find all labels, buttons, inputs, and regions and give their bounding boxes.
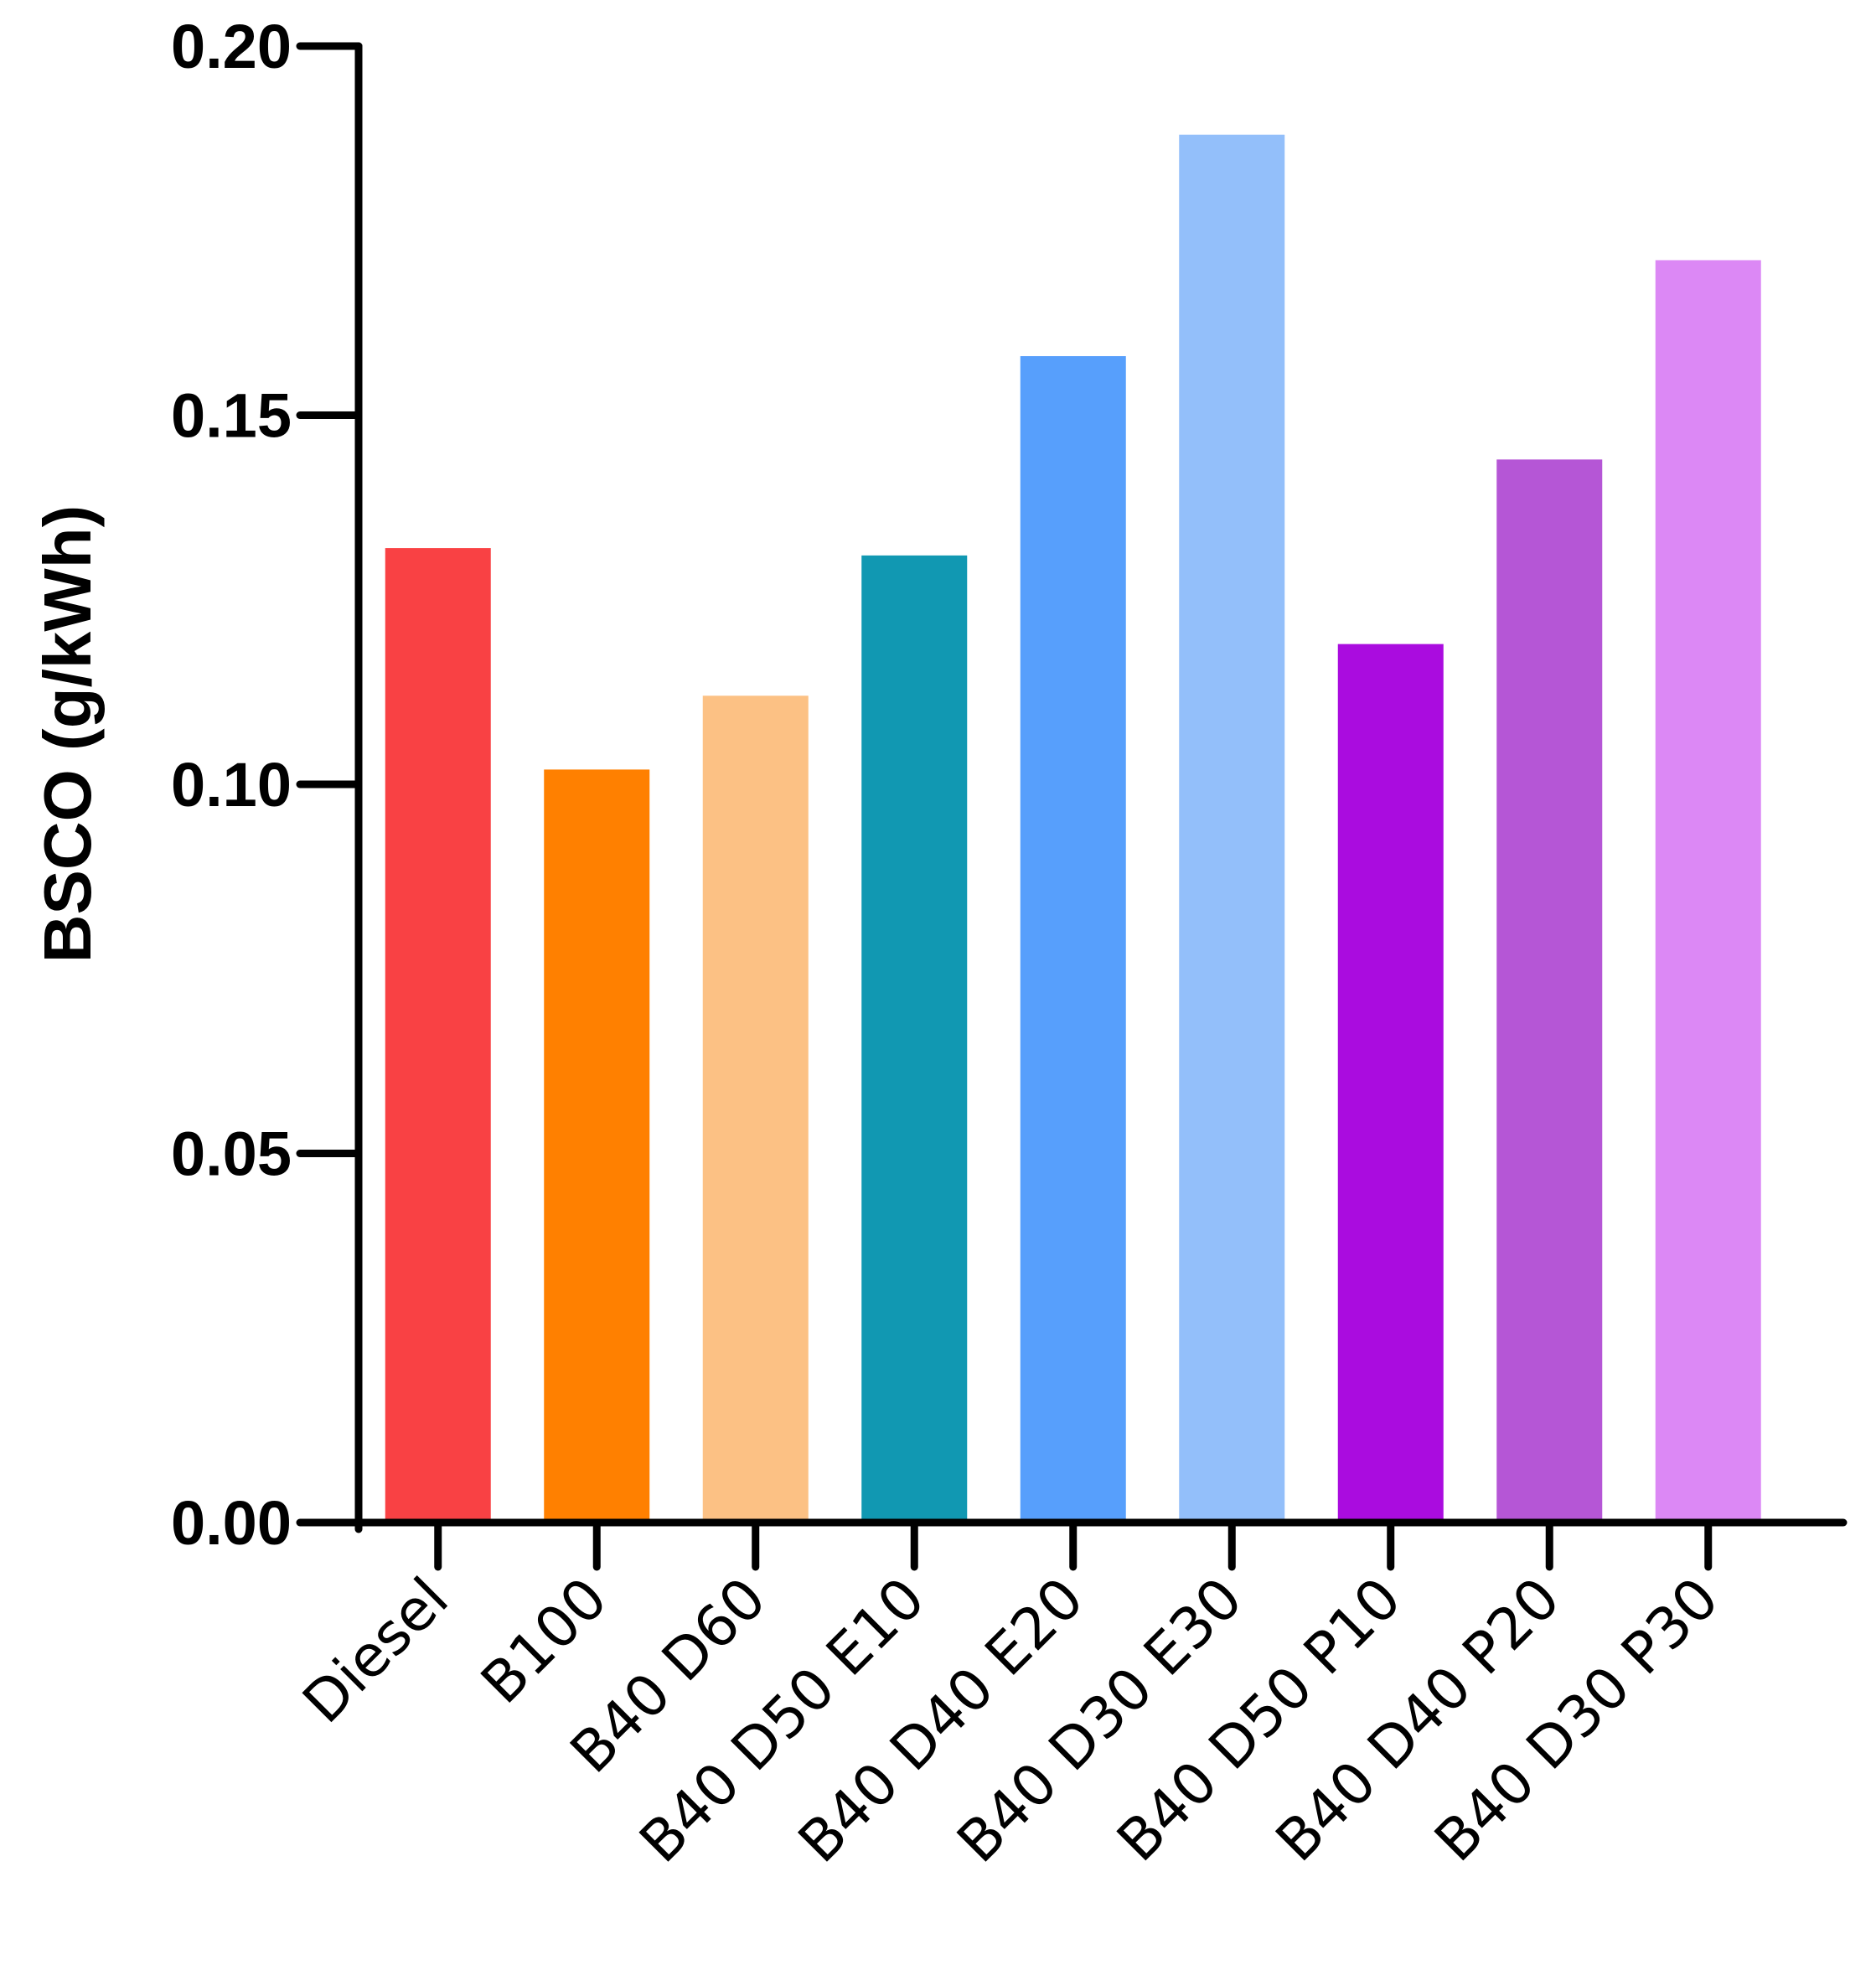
x-tick-label-b40-d40-e20: B40 D40 E20 (786, 1565, 1096, 1875)
y-tick-label: 0.00 (171, 1488, 292, 1558)
bar-b40-d30-e30 (1179, 134, 1285, 1523)
bar-b40-d50-p10 (1337, 644, 1444, 1523)
y-tick-label: 0.10 (171, 750, 292, 820)
bar-b40-d40-p20 (1496, 459, 1603, 1523)
y-tick-label: 0.05 (171, 1119, 292, 1189)
y-tick-label: 0.20 (171, 12, 292, 81)
bar-b40-d40-e20 (1020, 356, 1126, 1523)
bar-b100 (544, 769, 650, 1523)
x-tick-label-b100: B100 (469, 1565, 621, 1717)
bar-diesel (385, 548, 491, 1523)
x-tick-label-b40-d30-p30: B40 D30 P30 (1423, 1565, 1732, 1874)
bar-b40-d30-p30 (1655, 260, 1761, 1523)
x-tick-label-b40-d30-e30: B40 D30 E30 (945, 1565, 1255, 1875)
x-tick-label-b40-d50-p10: B40 D50 P10 (1105, 1565, 1414, 1874)
x-tick-label-b40-d40-p20: B40 D40 P20 (1264, 1565, 1573, 1874)
y-tick-label: 0.15 (171, 381, 292, 451)
y-ticks-layer: 0.00 0.05 0.10 0.15 0.20 (171, 12, 363, 1558)
y-axis-title: BSCO (g/kWh) (30, 505, 105, 964)
x-tick-label-b40-d50-e10: B40 D50 E10 (628, 1565, 938, 1875)
bars-layer (385, 134, 1761, 1523)
bar-b40-d50-e10 (861, 555, 968, 1523)
bar-b40-d60 (702, 695, 809, 1523)
x-tick-label-diesel: Diesel (291, 1565, 462, 1736)
